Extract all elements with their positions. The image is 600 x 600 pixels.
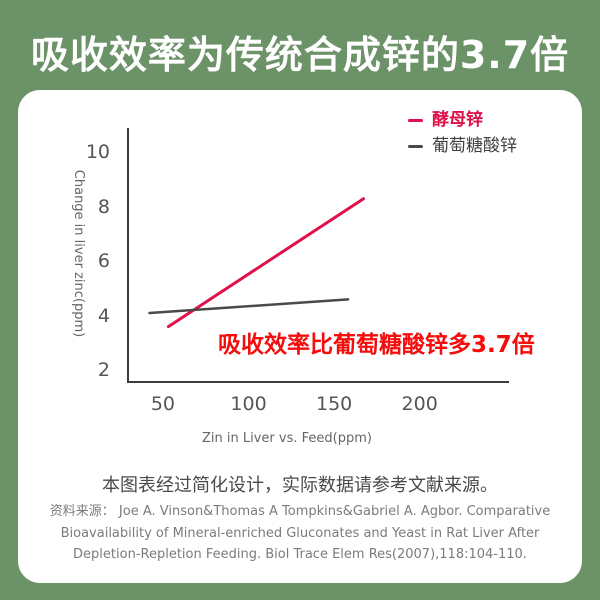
y-tick-8: 8 (97, 195, 110, 218)
citation-line-3: Depletion-Repletion Feeding. Biol Trace … (73, 547, 527, 562)
x-tick-150: 150 (315, 393, 353, 415)
zinc-gluconate-line-swatch (408, 145, 423, 148)
legend-label-zinc-gluconate: 葡萄糖酸锌 (432, 136, 517, 156)
plot-area (127, 128, 509, 383)
yeast-zinc-line-swatch (408, 119, 423, 122)
citation-line-1: 资料来源： Joe A. Vinson&Thomas A Tompkins&Ga… (49, 504, 551, 519)
citation-line-2: Bioavailability of Mineral-enriched Gluc… (60, 525, 540, 541)
legend-item-zinc-gluconate: 葡萄糖酸锌 (408, 136, 517, 157)
legend-item-yeast-zinc: 酵母锌 (408, 110, 517, 131)
x-axis-label: Zin in Liver vs. Feed(ppm) (202, 431, 372, 446)
chart-legend: 酵母锌 葡萄糖酸锌 (408, 110, 517, 157)
page-title: 吸收效率为传统合成锌的3.7倍 (30, 33, 570, 77)
y-tick-6: 6 (97, 250, 110, 273)
series-line-0 (166, 197, 365, 329)
chart-card (18, 90, 582, 583)
x-tick-100: 100 (230, 393, 267, 415)
x-tick-50: 50 (150, 393, 176, 415)
y-tick-10: 10 (85, 141, 110, 164)
chart-lines (148, 197, 365, 329)
citation: 资料来源： Joe A. Vinson&Thomas A Tompkins&Ga… (30, 501, 570, 566)
chart-annotation: 吸收效率比葡萄糖酸锌多3.7倍 (218, 332, 535, 358)
series-line-1 (148, 298, 350, 315)
y-tick-2: 2 (97, 359, 110, 382)
x-tick-200: 200 (401, 393, 438, 415)
legend-label-yeast-zinc: 酵母锌 (432, 110, 483, 130)
y-tick-4: 4 (97, 304, 110, 327)
disclaimer-note: 本图表经过简化设计，实际数据请参考文献来源。 (102, 475, 498, 496)
